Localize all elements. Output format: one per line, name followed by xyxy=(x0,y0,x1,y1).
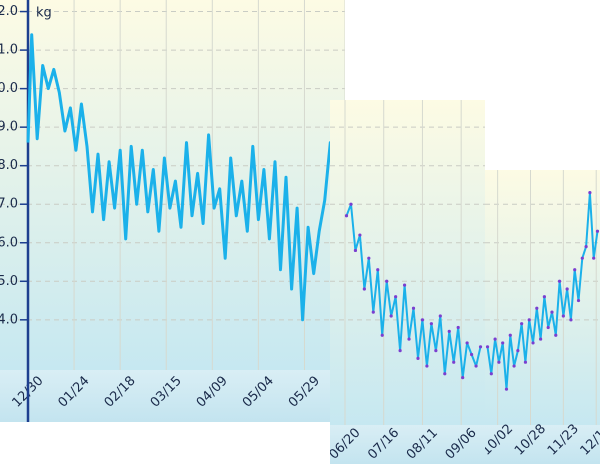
data-point xyxy=(504,387,509,391)
data-point xyxy=(474,364,478,368)
data-point xyxy=(520,322,524,326)
data-point xyxy=(542,295,546,299)
panel-background xyxy=(330,100,485,425)
data-point xyxy=(595,229,600,233)
y-tick-label: 6.0 xyxy=(0,235,18,250)
data-point xyxy=(576,298,581,303)
data-point xyxy=(389,314,393,318)
data-point xyxy=(489,372,493,376)
data-point xyxy=(557,279,562,283)
data-line xyxy=(26,33,343,322)
data-point xyxy=(539,337,543,341)
data-point xyxy=(353,248,358,253)
y-tick-label: 2.0 xyxy=(0,4,18,19)
data-point xyxy=(573,268,577,272)
data-point xyxy=(443,372,447,376)
panel-background xyxy=(0,0,345,370)
data-point xyxy=(456,325,460,330)
data-point xyxy=(420,318,425,322)
panel: 12/3001/2402/1803/1504/0905/0405/29062.0… xyxy=(0,0,345,422)
data-point xyxy=(402,283,407,287)
data-point xyxy=(367,256,371,260)
y-tick-label: 1.0 xyxy=(0,43,18,58)
data-point xyxy=(569,318,573,322)
data-point xyxy=(565,287,569,291)
data-point xyxy=(485,345,490,349)
data-point xyxy=(512,364,516,368)
axis-band xyxy=(0,370,345,422)
y-tick-label: 5.0 xyxy=(0,274,18,289)
y-tick-label: 8.0 xyxy=(0,158,18,173)
data-point xyxy=(394,295,398,299)
data-point xyxy=(461,376,465,380)
data-point xyxy=(425,364,429,368)
data-point xyxy=(407,337,411,341)
data-point xyxy=(416,356,420,360)
data-point xyxy=(588,191,592,195)
data-line xyxy=(486,191,599,391)
panel: 06/20 07/16 08/11 09/06 xyxy=(330,100,485,464)
data-point xyxy=(438,314,442,318)
panel-background xyxy=(485,170,600,425)
data-point xyxy=(554,333,558,337)
y-tick-label: 9.0 xyxy=(0,120,18,135)
data-point xyxy=(344,214,349,218)
data-point xyxy=(535,306,539,310)
data-point xyxy=(546,325,550,330)
data-point xyxy=(592,256,596,260)
data-point xyxy=(584,245,588,249)
data-point xyxy=(580,256,584,260)
y-tick-label: 4.0 xyxy=(0,312,18,327)
data-point xyxy=(376,268,380,272)
data-point xyxy=(411,306,416,310)
data-point xyxy=(561,314,565,318)
data-point xyxy=(527,318,531,322)
data-point xyxy=(478,345,483,349)
data-point xyxy=(358,233,362,237)
data-point xyxy=(493,337,497,341)
data-point xyxy=(452,360,456,364)
data-point xyxy=(349,202,353,206)
data-point xyxy=(385,279,389,283)
y-tick-label: 0.0 xyxy=(0,81,18,96)
y-axis-label: kg xyxy=(36,6,52,21)
data-point xyxy=(434,349,438,353)
data-point xyxy=(465,341,469,345)
data-point xyxy=(508,333,512,337)
data-point xyxy=(362,287,366,291)
data-point xyxy=(380,333,384,337)
data-point xyxy=(516,349,520,353)
data-point xyxy=(550,310,554,314)
data-point xyxy=(429,322,433,326)
data-point xyxy=(531,341,535,345)
data-point xyxy=(497,360,501,364)
axis-band xyxy=(330,425,485,464)
y-tick-label: 7.0 xyxy=(0,197,18,212)
data-point xyxy=(398,349,402,353)
data-point xyxy=(371,310,375,314)
data-point xyxy=(469,352,474,357)
data-point xyxy=(447,329,451,333)
data-point xyxy=(523,360,528,364)
data-point xyxy=(501,341,505,345)
axis-band xyxy=(485,425,600,464)
